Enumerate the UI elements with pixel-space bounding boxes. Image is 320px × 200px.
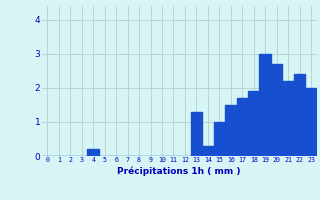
- Bar: [260, 54, 271, 156]
- Bar: [294, 74, 305, 156]
- Bar: [202, 146, 214, 156]
- Bar: [282, 81, 294, 156]
- Bar: [225, 105, 236, 156]
- Bar: [271, 64, 282, 156]
- Bar: [214, 122, 225, 156]
- X-axis label: Précipitations 1h ( mm ): Précipitations 1h ( mm ): [117, 166, 241, 176]
- Bar: [248, 91, 260, 156]
- Bar: [87, 149, 99, 156]
- Bar: [236, 98, 248, 156]
- Bar: [305, 88, 317, 156]
- Bar: [191, 112, 202, 156]
